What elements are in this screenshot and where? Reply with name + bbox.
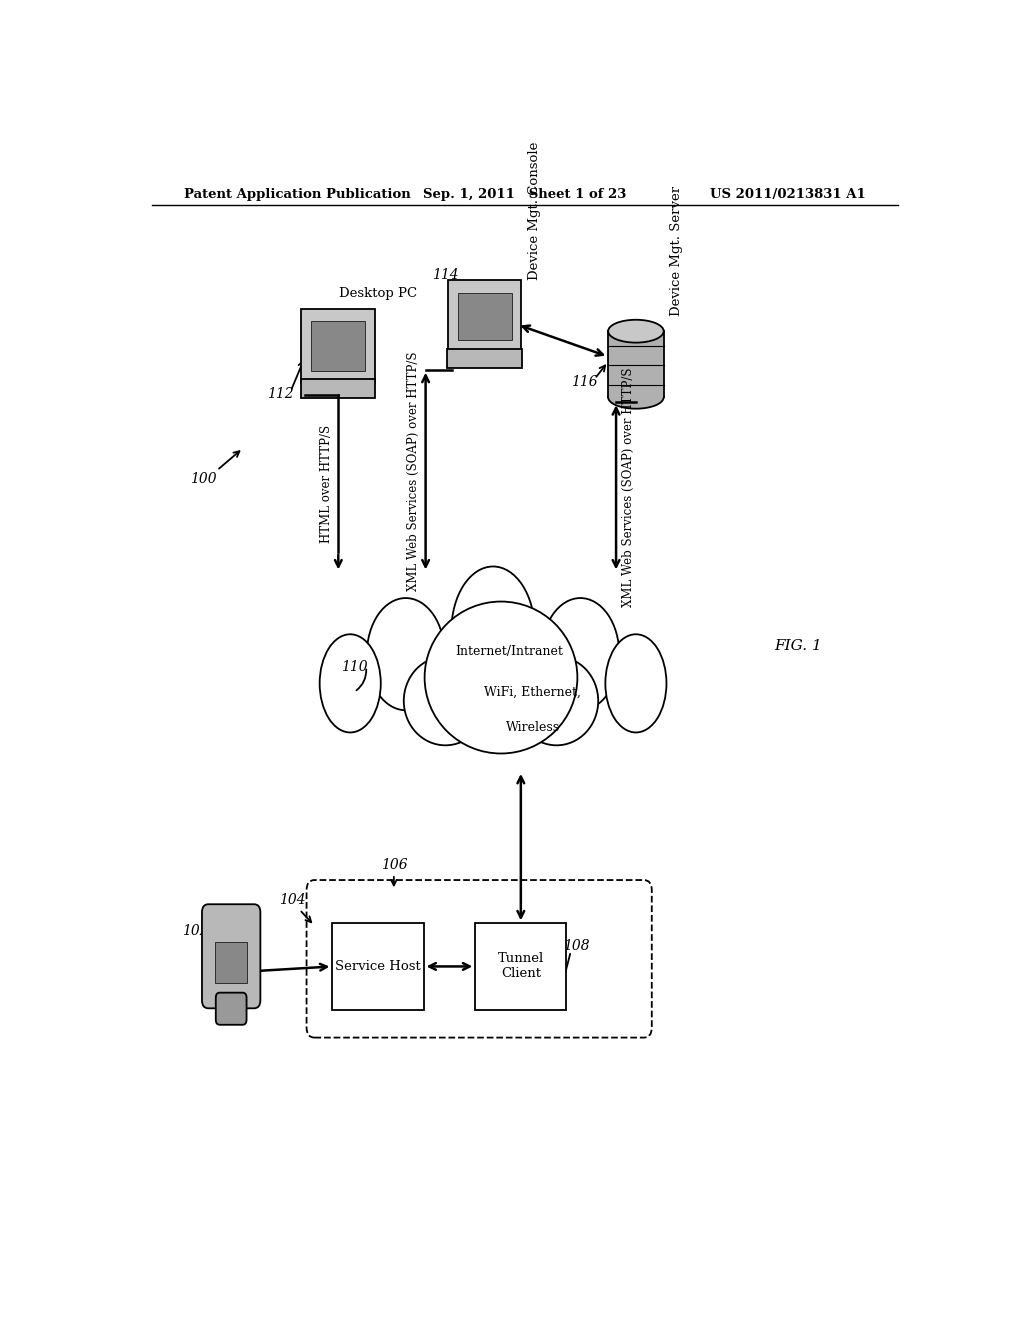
FancyBboxPatch shape (447, 350, 522, 368)
Text: Desktop PC: Desktop PC (339, 286, 417, 300)
Text: Patent Application Publication: Patent Application Publication (183, 189, 411, 202)
FancyBboxPatch shape (458, 293, 512, 341)
Text: 116: 116 (571, 375, 598, 389)
Text: FIG. 1: FIG. 1 (775, 639, 822, 653)
Text: Tunnel
Client: Tunnel Client (498, 953, 544, 981)
Text: 112: 112 (267, 387, 294, 401)
Text: 114: 114 (432, 268, 459, 282)
Ellipse shape (515, 656, 598, 746)
Ellipse shape (403, 656, 487, 746)
Text: XML Web Services (SOAP) over HTTP/S: XML Web Services (SOAP) over HTTP/S (622, 367, 635, 607)
FancyBboxPatch shape (311, 321, 365, 371)
FancyBboxPatch shape (449, 280, 521, 352)
Text: 100: 100 (190, 471, 217, 486)
Text: 104: 104 (279, 894, 305, 907)
Ellipse shape (319, 635, 381, 733)
FancyBboxPatch shape (301, 309, 375, 383)
Text: Service Host: Service Host (335, 960, 421, 973)
FancyBboxPatch shape (202, 904, 260, 1008)
Ellipse shape (542, 598, 620, 710)
Ellipse shape (605, 635, 667, 733)
Ellipse shape (608, 319, 664, 343)
Text: 108: 108 (563, 939, 590, 953)
FancyBboxPatch shape (301, 379, 375, 397)
Text: Device Mgt. Console: Device Mgt. Console (528, 141, 542, 280)
Text: 110: 110 (341, 660, 368, 673)
Text: 102: 102 (182, 924, 209, 939)
Text: HTML over HTTP/S: HTML over HTTP/S (319, 425, 333, 543)
FancyBboxPatch shape (215, 941, 247, 983)
FancyBboxPatch shape (333, 923, 424, 1010)
Text: Sep. 1, 2011   Sheet 1 of 23: Sep. 1, 2011 Sheet 1 of 23 (423, 189, 627, 202)
Ellipse shape (452, 566, 535, 696)
FancyBboxPatch shape (216, 993, 247, 1024)
Ellipse shape (425, 602, 578, 754)
FancyBboxPatch shape (608, 331, 664, 397)
Text: XML Web Services (SOAP) over HTTP/S: XML Web Services (SOAP) over HTTP/S (408, 351, 420, 591)
Ellipse shape (367, 598, 444, 710)
Text: Internet/Intranet: Internet/Intranet (455, 645, 563, 657)
Text: Wireless: Wireless (506, 721, 560, 734)
Text: 106: 106 (381, 858, 408, 871)
Text: Device Mgt. Server: Device Mgt. Server (670, 186, 683, 315)
FancyBboxPatch shape (475, 923, 566, 1010)
Text: US 2011/0213831 A1: US 2011/0213831 A1 (711, 189, 866, 202)
Ellipse shape (608, 385, 664, 409)
Text: WiFi, Ethernet,: WiFi, Ethernet, (484, 685, 582, 698)
